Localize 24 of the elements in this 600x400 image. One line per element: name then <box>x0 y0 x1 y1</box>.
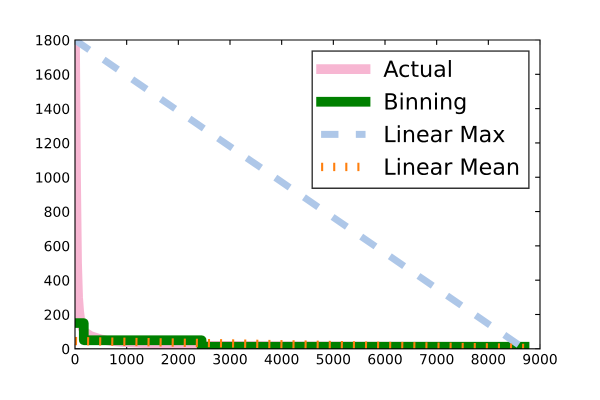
x-tick-label: 7000 <box>420 354 454 364</box>
x-tick-label: 4000 <box>264 354 298 364</box>
x-tick-label: 8000 <box>472 354 506 364</box>
y-tick-label: 600 <box>44 240 70 252</box>
legend-label: Binning <box>386 92 466 114</box>
y-tick-label: 1800 <box>36 34 70 46</box>
legend-label: Linear Mean <box>386 158 518 176</box>
x-tick-label: 3000 <box>213 354 247 364</box>
y-tick-label: 1000 <box>36 172 70 183</box>
x-tick-label: 5000 <box>316 354 350 364</box>
y-tick-label: 0 <box>62 344 70 354</box>
y-tick-label: 1600 <box>36 69 70 80</box>
x-tick-label: 6000 <box>368 354 402 364</box>
legend-label: Linear Max <box>386 125 505 142</box>
y-tick-label: 400 <box>44 275 70 286</box>
y-tick-label: 800 <box>44 206 70 218</box>
y-tick-label: 200 <box>44 309 70 320</box>
y-tick-label: 1200 <box>36 138 70 148</box>
y-tick-label: 1400 <box>36 104 70 114</box>
x-tick-label: 1000 <box>110 354 144 364</box>
legend-label: Actual <box>383 60 451 78</box>
x-tick-label: 2000 <box>162 354 196 364</box>
x-tick-label: 9000 <box>523 354 557 364</box>
x-tick-label: 0 <box>71 354 78 364</box>
